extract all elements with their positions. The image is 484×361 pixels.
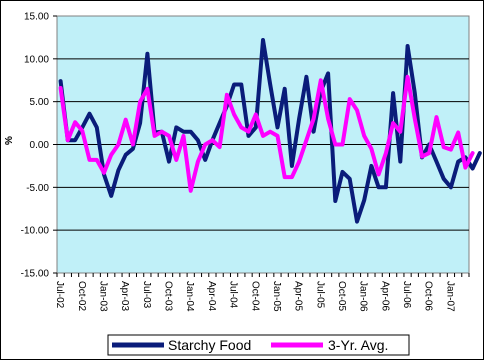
x-tick-label: Jul-05 [314,281,325,309]
x-tick-label: Jul-04 [228,281,239,309]
y-tick-label: -15.00 [21,269,50,280]
legend: Starchy Food 3-Yr. Avg. [107,334,410,356]
x-tick-label: Jan-03 [97,281,108,312]
series-lines [58,38,482,224]
y-tick-label: 0.00 [30,140,50,151]
x-tick-label: Oct-04 [249,281,260,311]
x-axis-ticks: Jul-02 Oct-02 Jan-03 Apr-03 Jul-03 Oct-03 Jan-… [54,273,470,312]
x-tick-label: Apr-05 [293,281,304,311]
x-tick-label: Apr-04 [206,281,217,311]
x-tick-label: Jan-07 [444,281,455,312]
x-tick-label: Jul-02 [54,281,65,309]
gridlines [57,58,469,231]
x-tick-label: Jan-06 [358,281,369,312]
x-tick-label: Jul-06 [401,281,412,309]
y-tick-label: 5.00 [30,97,50,108]
y-tick-label: 10.00 [24,54,49,65]
x-tick-label: Jul-03 [141,281,152,309]
x-tick-label: Oct-06 [423,281,434,311]
x-tick-label: Apr-03 [119,281,130,311]
x-tick-label: Oct-05 [336,281,347,311]
y-tick-label: -5.00 [26,183,49,194]
y-tick-label: -10.00 [21,226,50,237]
x-tick-label: Oct-02 [76,281,87,311]
y-tick-label: 15.00 [24,12,49,23]
y-axis-label: % [4,136,15,145]
x-tick-label: Jan-05 [271,281,282,312]
legend-box [107,334,410,356]
x-tick-label: Oct-03 [163,281,174,311]
legend-label-3-yr-avg: 3-Yr. Avg. [328,337,388,353]
x-tick-label: Apr-06 [379,281,390,311]
y-axis-ticks: 15.00 10.00 5.00 0.00 -5.00 -10.00 -15.00 [21,12,57,280]
x-tick-label: Jan-04 [184,281,195,312]
series-line-starchy-food [58,38,482,224]
legend-label-starchy-food: Starchy Food [168,337,251,353]
legend-items: Starchy Food 3-Yr. Avg. [112,337,388,353]
series-line-3-yr-avg [58,74,475,193]
